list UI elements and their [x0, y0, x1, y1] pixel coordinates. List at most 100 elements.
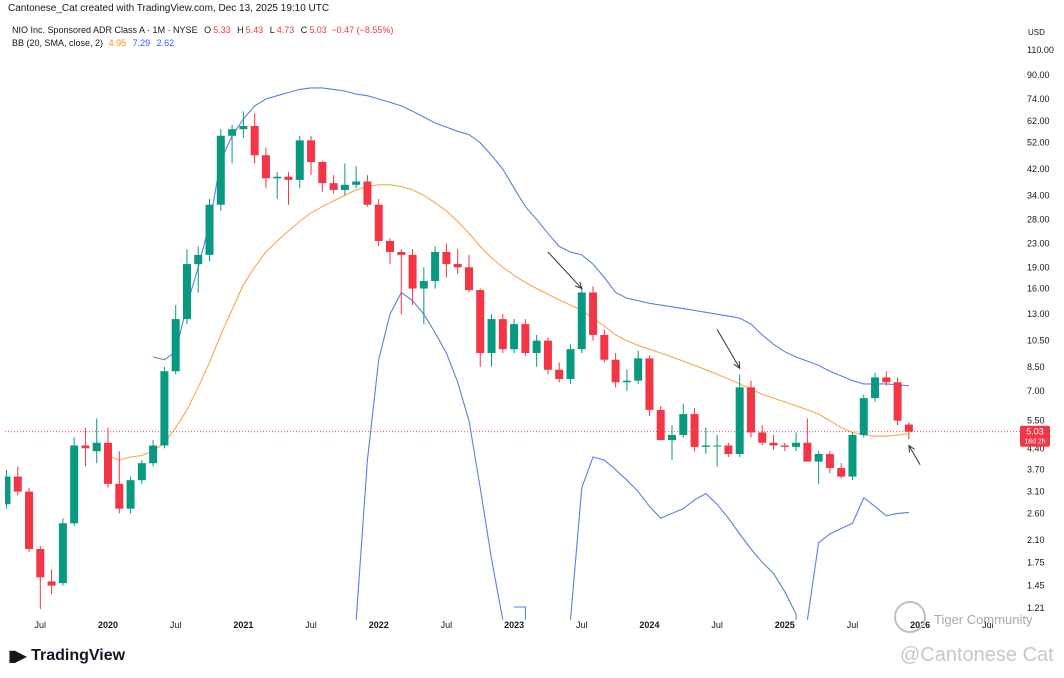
- candle-body: [577, 292, 586, 350]
- bb-upper-line: [152, 87, 909, 387]
- currency-label: USD: [1028, 28, 1045, 37]
- candle-body: [701, 445, 710, 447]
- candle-body: [668, 434, 676, 441]
- candle-body: [352, 181, 361, 185]
- x-tick-label: Jul: [170, 620, 182, 630]
- candle-body: [521, 324, 530, 354]
- annotation-arrowhead: [733, 361, 741, 370]
- candle-body: [758, 432, 767, 443]
- candle-body: [814, 454, 823, 462]
- candle-body: [690, 414, 699, 447]
- y-tick-label: 52.00: [1027, 138, 1050, 148]
- candle-body: [724, 445, 733, 455]
- candle-body: [442, 251, 451, 265]
- y-tick-label: 2.10: [1027, 535, 1045, 545]
- last-price-label: 5.03: [1026, 427, 1044, 437]
- candle-body: [137, 463, 146, 481]
- annotation-arrow: [908, 445, 921, 466]
- y-tick-label: 1.45: [1027, 581, 1045, 591]
- candle-body: [340, 184, 349, 190]
- y-tick-label: 8.50: [1027, 362, 1045, 372]
- candle-body: [115, 483, 124, 509]
- y-tick-label: 13.00: [1027, 309, 1050, 319]
- candle-body: [205, 204, 214, 255]
- candle-body: [171, 319, 180, 372]
- candle-body: [713, 445, 722, 447]
- candle-body: [589, 292, 598, 335]
- bb-label: BB (20, SMA, close, 2): [12, 38, 104, 48]
- high-key: H: [237, 25, 244, 35]
- candle-body: [656, 409, 665, 441]
- symbol-legend: NIO Inc. Sponsored ADR Class A · 1M · NY…: [12, 25, 393, 35]
- candle-body: [182, 264, 191, 320]
- candle-body: [769, 442, 778, 446]
- annotation-arrow: [547, 251, 583, 289]
- candle-body: [555, 369, 564, 380]
- candle-body: [837, 468, 846, 477]
- brand-name: TradingView: [31, 647, 126, 664]
- candle-body: [70, 445, 79, 524]
- y-tick-label: 3.10: [1027, 487, 1045, 497]
- candle-body: [543, 340, 552, 370]
- candle-body: [36, 548, 45, 578]
- candle-body: [261, 155, 270, 179]
- annotation-arrowhead: [908, 444, 915, 453]
- candle-body: [792, 442, 801, 447]
- candle-body: [453, 264, 462, 268]
- candle-body: [126, 480, 135, 509]
- candle-body: [13, 476, 22, 492]
- candle-body: [194, 254, 203, 265]
- candle-body: [904, 424, 913, 432]
- low-value: 4.73: [276, 25, 295, 35]
- candle-body: [408, 254, 417, 289]
- bb-basis-line: [107, 184, 909, 461]
- candle-body: [679, 414, 688, 435]
- watermark-author: @Cantonese Cat: [900, 644, 1054, 666]
- x-tick-label: 2024: [639, 620, 659, 630]
- candle-body: [735, 387, 744, 455]
- y-tick-label: 62.00: [1027, 116, 1050, 126]
- y-tick-label: 10.50: [1027, 336, 1050, 346]
- x-tick-label: Jul: [982, 620, 994, 630]
- candle-body: [746, 387, 755, 433]
- y-tick-label: 1.75: [1027, 557, 1045, 567]
- bb-lower-value: 2.62: [156, 38, 175, 48]
- candle-body: [58, 523, 67, 584]
- open-key: O: [204, 25, 212, 35]
- bb-upper-value: 7.29: [132, 38, 151, 48]
- candle-body: [634, 358, 643, 381]
- candle-body: [81, 445, 90, 449]
- annotation-arrow: [716, 329, 741, 369]
- y-tick-label: 3.70: [1027, 465, 1045, 475]
- close-key: C: [300, 25, 308, 35]
- candle-body: [295, 140, 304, 180]
- candle-body: [431, 251, 440, 282]
- candle-body: [386, 240, 394, 252]
- y-tick-label: 74.00: [1027, 94, 1050, 104]
- candle-body: [273, 176, 282, 179]
- y-tick-label: 19.00: [1027, 262, 1050, 272]
- annotation-arrowhead: [575, 281, 583, 290]
- bar-countdown-label: 18d 2h: [1024, 439, 1046, 446]
- bb-lower-line: [514, 606, 526, 620]
- y-tick-label: 2.60: [1027, 508, 1045, 518]
- x-tick-label: 2023: [504, 620, 524, 630]
- symbol-name: NIO Inc. Sponsored ADR Class A · 1M · NY…: [12, 25, 198, 35]
- y-tick-label: 1.21: [1027, 603, 1045, 613]
- candle-body: [645, 358, 654, 410]
- candle-body: [149, 445, 158, 464]
- bb-lower-line: [569, 456, 797, 620]
- candle-body: [510, 324, 519, 350]
- candle-body: [487, 319, 496, 354]
- candle-body: [532, 340, 541, 354]
- candle-body: [848, 434, 857, 477]
- x-tick-label: Jul: [847, 620, 859, 630]
- candle-body: [803, 442, 812, 462]
- candle-body: [216, 135, 225, 205]
- candle-body: [476, 290, 485, 354]
- candle-body: [329, 183, 338, 190]
- x-tick-label: 2020: [98, 620, 118, 630]
- candle-body: [893, 382, 902, 421]
- close-value: 5.03: [309, 25, 327, 35]
